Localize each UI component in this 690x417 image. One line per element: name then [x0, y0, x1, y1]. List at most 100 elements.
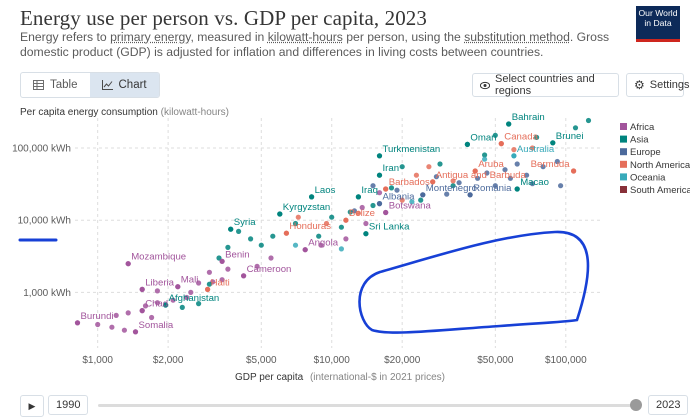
timeline-track[interactable] — [98, 404, 636, 407]
data-point[interactable] — [196, 301, 202, 307]
data-point[interactable] — [363, 220, 369, 227]
data-point-labeled[interactable] — [467, 192, 473, 198]
owid-logo[interactable]: Our World in Data — [636, 6, 680, 42]
data-point[interactable] — [196, 280, 202, 286]
data-point[interactable] — [351, 208, 357, 214]
data-point-labeled[interactable] — [228, 226, 234, 232]
data-point-labeled[interactable] — [550, 140, 556, 146]
data-point[interactable] — [482, 152, 488, 158]
data-point[interactable] — [206, 281, 212, 287]
data-point[interactable] — [572, 125, 579, 131]
data-point[interactable] — [154, 288, 160, 294]
data-point-labeled[interactable] — [420, 192, 426, 198]
data-point[interactable] — [409, 199, 415, 205]
legend-entry[interactable]: Africa — [630, 122, 655, 133]
data-point[interactable] — [236, 228, 242, 234]
data-point-labeled[interactable] — [139, 308, 145, 314]
data-point[interactable] — [492, 183, 498, 189]
data-point[interactable] — [338, 224, 344, 230]
data-point[interactable] — [170, 297, 176, 303]
data-point-labeled[interactable] — [383, 186, 389, 192]
subtitle-link[interactable]: primary energy — [110, 30, 191, 44]
data-point[interactable] — [529, 145, 536, 151]
tab-table[interactable]: Table — [21, 73, 90, 97]
data-point-labeled[interactable] — [125, 261, 131, 267]
data-point-labeled[interactable] — [132, 329, 139, 335]
data-point[interactable] — [95, 321, 101, 328]
data-point[interactable] — [456, 180, 462, 186]
data-point[interactable] — [184, 294, 190, 301]
data-point[interactable] — [338, 246, 344, 252]
data-point[interactable] — [450, 183, 456, 189]
data-point[interactable] — [534, 134, 540, 140]
data-point-labeled[interactable] — [376, 153, 383, 159]
data-point-labeled[interactable] — [283, 230, 289, 236]
select-countries-button[interactable]: Select countries and regions — [472, 73, 619, 97]
data-point[interactable] — [248, 236, 254, 242]
start-year-box[interactable]: 1990 — [48, 395, 89, 415]
data-point[interactable] — [437, 161, 443, 167]
play-button[interactable]: ▶ — [20, 395, 44, 417]
data-point-labeled[interactable] — [302, 247, 308, 253]
data-point-labeled[interactable] — [376, 201, 383, 207]
data-point-labeled[interactable] — [205, 286, 211, 292]
data-point[interactable] — [370, 202, 376, 209]
settings-button[interactable]: ⚙ Settings — [626, 73, 690, 97]
data-point[interactable] — [511, 147, 517, 153]
data-point[interactable] — [450, 178, 456, 184]
data-point[interactable] — [433, 174, 439, 180]
data-point-labeled[interactable] — [363, 231, 369, 237]
data-point[interactable] — [418, 197, 424, 203]
subtitle-link[interactable]: kilowatt-hours — [267, 30, 343, 44]
data-point[interactable] — [113, 312, 119, 318]
data-point[interactable] — [270, 233, 276, 239]
timeline-handle[interactable] — [630, 399, 642, 411]
data-point[interactable] — [355, 210, 361, 216]
data-point[interactable] — [484, 170, 490, 176]
data-point-labeled[interactable] — [498, 141, 504, 147]
data-point[interactable] — [318, 242, 324, 248]
data-point-labeled[interactable] — [511, 153, 517, 159]
data-point-labeled[interactable] — [514, 186, 520, 192]
legend-entry[interactable]: South America — [630, 185, 690, 196]
data-point[interactable] — [413, 172, 419, 178]
legend-entry[interactable]: Asia — [630, 135, 649, 146]
data-point-labeled[interactable] — [506, 121, 512, 127]
data-point[interactable] — [219, 277, 225, 283]
data-point[interactable] — [399, 164, 405, 170]
data-point[interactable] — [268, 255, 274, 261]
data-point-labeled[interactable] — [464, 141, 470, 147]
data-point-labeled[interactable] — [241, 273, 247, 279]
data-point[interactable] — [399, 197, 405, 203]
data-point[interactable] — [529, 181, 536, 187]
data-point[interactable] — [149, 314, 155, 321]
data-point[interactable] — [216, 255, 222, 261]
tab-chart[interactable]: Chart — [89, 73, 159, 97]
data-point[interactable] — [482, 156, 488, 162]
data-point[interactable] — [426, 164, 432, 170]
data-point-labeled[interactable] — [74, 320, 81, 326]
data-point[interactable] — [514, 161, 520, 167]
data-point[interactable] — [142, 303, 149, 309]
data-point[interactable] — [492, 132, 498, 138]
data-point[interactable] — [258, 242, 264, 248]
data-point-labeled[interactable] — [571, 168, 577, 174]
data-point[interactable] — [121, 327, 127, 333]
data-point[interactable] — [323, 220, 330, 227]
data-point-labeled[interactable] — [163, 302, 169, 308]
data-point-labeled[interactable] — [139, 286, 145, 292]
data-point[interactable] — [475, 175, 481, 181]
data-point[interactable] — [225, 244, 231, 250]
data-point[interactable] — [554, 158, 560, 165]
data-point[interactable] — [540, 164, 546, 170]
data-point[interactable] — [444, 191, 450, 197]
data-point[interactable] — [292, 242, 299, 248]
data-point-labeled[interactable] — [219, 258, 225, 264]
data-point[interactable] — [188, 289, 194, 295]
data-point[interactable] — [585, 117, 592, 124]
legend-entry[interactable]: North America — [630, 160, 690, 171]
data-point-labeled[interactable] — [175, 284, 181, 290]
end-year-box[interactable]: 2023 — [648, 395, 689, 415]
data-point[interactable] — [179, 304, 185, 310]
data-point[interactable] — [292, 220, 299, 227]
